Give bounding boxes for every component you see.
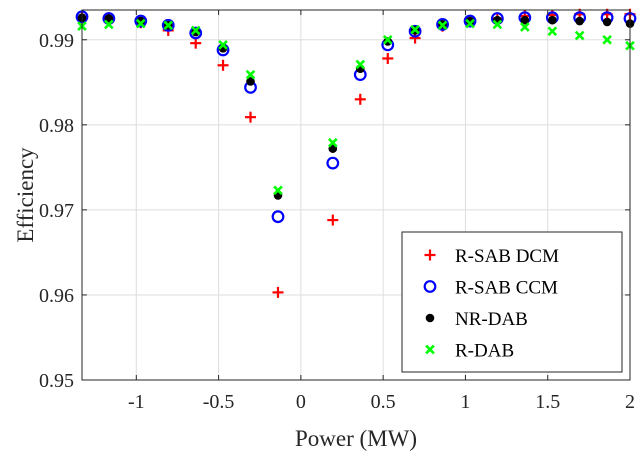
data-point [354,93,366,105]
data-point [410,24,420,35]
x-tick-label: 0 [296,391,306,413]
x-axis-title: Power (MW) [295,426,417,451]
data-point [217,59,229,71]
data-point [190,37,202,49]
data-point [135,18,146,29]
data-point [245,111,257,123]
x-tick-label: 1 [460,391,470,413]
data-point [602,17,612,27]
legend: R-SAB DCM R-SAB CCM NR-DAB R-DAB [401,231,623,373]
x-tick-label: 2 [625,391,635,413]
data-point [273,185,283,196]
y-tick-label: 0.95 [39,370,74,392]
legend-marker [423,280,437,293]
data-point [327,137,338,148]
data-point [465,18,475,29]
data-point [189,26,203,40]
data-point [163,20,174,31]
data-point [436,18,449,31]
data-point [602,34,612,45]
data-point [272,286,284,298]
legend-marker [425,344,435,355]
y-tick-label: 0.98 [39,115,74,137]
y-tick-label: 0.99 [39,30,74,52]
data-point [134,14,148,28]
x-tick-label: 1.5 [535,391,560,413]
data-point [382,34,393,45]
legend-label: R-SAB DCM [455,246,559,267]
data-point [327,214,339,226]
y-axis-title: Efficiency [13,147,38,243]
data-point [382,52,394,64]
legend-label: R-DAB [455,341,514,362]
data-point [161,18,175,32]
data-point [548,15,557,25]
data-point [245,69,256,80]
legend-marker [425,313,435,323]
data-point [408,24,422,38]
data-point [547,26,558,37]
legend-marker [424,249,436,261]
data-point [463,14,477,28]
data-point [246,77,255,86]
axes-box [81,9,631,381]
data-point [326,156,340,170]
legend-label: NR-DAB [455,309,528,330]
y-tick-label: 0.97 [39,200,74,222]
legend-box [401,231,623,373]
x-tick-label: 0.5 [371,391,396,413]
data-point [271,210,285,224]
data-point [104,19,114,30]
data-point [520,15,530,25]
data-point [437,20,448,31]
y-tick-label: 0.96 [39,285,74,307]
data-point [218,40,228,50]
data-point [520,22,530,32]
axis-ticks: -1 -0.5 0 0.5 1 1.5 2 0.95 0.96 0.97 0.98 0.99 [39,10,635,413]
data-point [575,16,584,26]
data-point [190,25,201,36]
legend-label: R-SAB CCM [455,278,558,299]
data-point [355,59,366,70]
data-point [574,30,585,41]
series-r-dab [77,18,635,196]
x-tick-label: -0.5 [203,391,235,413]
data-point [492,19,503,30]
grid-lines [82,10,631,381]
x-tick-label: -1 [128,391,145,413]
